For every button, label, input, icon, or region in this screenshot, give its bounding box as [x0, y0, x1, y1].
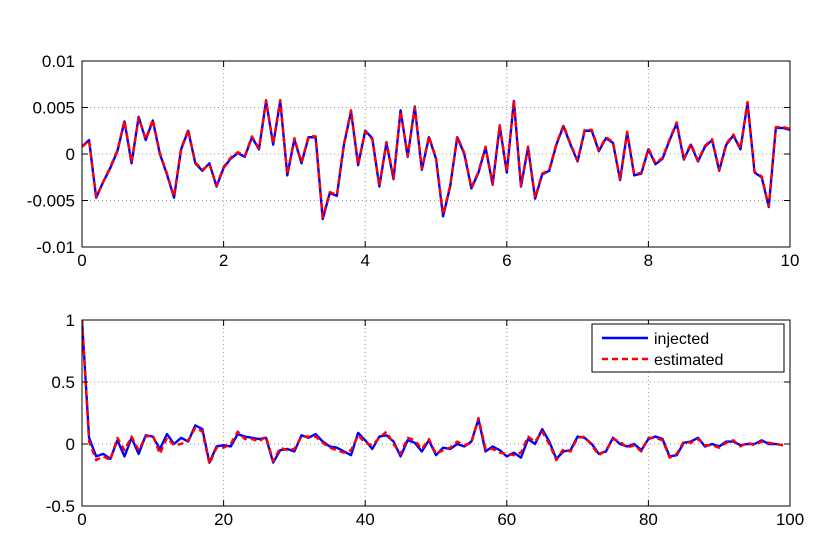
axes-frame [81, 319, 791, 507]
legend [591, 323, 785, 373]
y-tick-label: 1 [66, 311, 75, 330]
x-tick-label: 4 [360, 251, 369, 270]
x-tick-label: 80 [639, 510, 658, 529]
y-tick-label: 0 [66, 145, 75, 164]
legend-label-injected: injected [654, 331, 709, 348]
x-tick-label: 100 [776, 510, 804, 529]
x-tick-label: 0 [77, 251, 86, 270]
y-tick-label: 0 [66, 435, 75, 454]
x-tick-label: 20 [214, 510, 233, 529]
x-tick-label: 6 [502, 251, 511, 270]
series-line-estimated [82, 98, 790, 219]
x-tick-label: 10 [781, 251, 800, 270]
x-tick-label: 8 [644, 251, 653, 270]
plot-area [82, 61, 790, 247]
x-tick-label: 2 [219, 251, 228, 270]
series-line-estimated [82, 320, 784, 466]
y-tick-label: 0.005 [32, 99, 75, 118]
y-tick-label: -0.01 [36, 238, 75, 257]
x-tick-label: 40 [356, 510, 375, 529]
x-tick-label: 60 [497, 510, 516, 529]
y-tick-label: -0.005 [27, 192, 75, 211]
x-tick-label: 0 [77, 510, 86, 529]
y-tick-label: 0.01 [42, 52, 75, 71]
top-chart: 0 2 4 6 8 10 0.01 0.005 0 -0.005 -0.01 [27, 52, 800, 270]
legend-label-estimated: estimated [654, 352, 723, 369]
y-tick-label: -0.5 [46, 497, 75, 516]
y-tick-label: 0.5 [51, 373, 75, 392]
